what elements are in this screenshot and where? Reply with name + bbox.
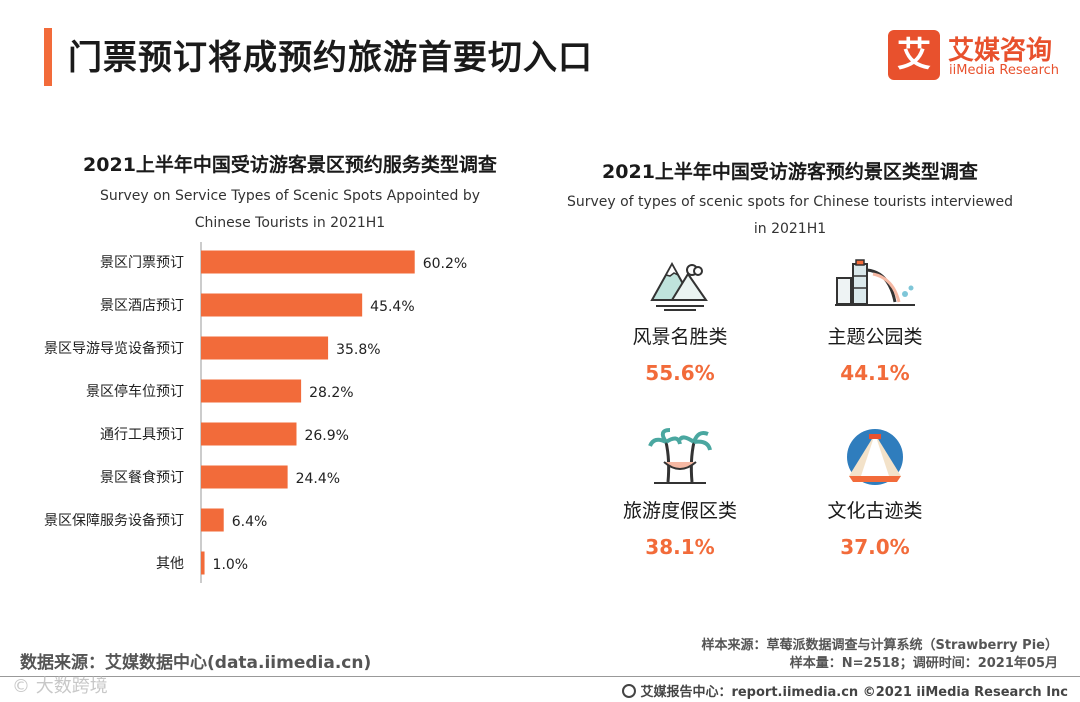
category-value: 37.0% [840,535,910,559]
footer-divider [0,676,1080,677]
category-name: 旅游度假区类 [622,500,737,522]
bar-0 [201,250,415,274]
value-label-4: 26.9% [304,428,348,444]
category-resort: 旅游度假区类 38.1% [585,428,775,559]
globe-icon [622,684,637,698]
category-value: 55.6% [645,361,715,385]
category-label-3: 景区停车位预订 [86,383,184,400]
page-title: 门票预订将成预约旅游首要切入口 [68,38,593,78]
category-label-7: 其他 [156,556,184,572]
logo-en-text: iiMedia Research [949,63,1060,78]
palm-resort-icon [648,428,712,484]
value-label-6: 6.4% [232,514,268,530]
sample-source: 样本来源：草莓派数据调查与计算系统（Strawberry Pie） [701,638,1058,653]
category-heritage: 文化古迹类 37.0% [780,428,970,559]
right-panel-subtitle: Survey of types of scenic spots for Chin… [560,189,1020,243]
category-name: 风景名胜类 [632,326,728,348]
category-value: 44.1% [840,361,910,385]
category-label-2: 景区导游导览设备预订 [44,340,184,357]
value-label-1: 45.4% [370,299,414,315]
watermark: © 大数跨境 [12,676,108,697]
category-label-6: 景区保障服务设备预订 [44,512,184,529]
category-theme-park: 主题公园类 44.1% [780,256,970,385]
data-source: 数据来源：艾媒数据中心(data.iimedia.cn) [20,653,372,673]
bar-3 [201,379,302,403]
iimedia-logo: 艾 艾媒咨询 iiMedia Research [888,30,1068,82]
value-label-7: 1.0% [213,557,249,573]
category-label-1: 景区酒店预订 [100,298,184,314]
theme-park-icon [835,259,915,306]
right-subtitle-line1: Survey of types of scenic spots for Chin… [566,194,1014,210]
bar-6 [201,508,224,532]
bar-7 [201,551,205,575]
left-subtitle-line2: Chinese Tourists in 2021H1 [194,215,386,231]
logo-mark: 艾 [888,30,940,80]
value-label-2: 35.8% [336,342,380,358]
title-accent-bar [44,28,52,86]
right-subtitle-line2: in 2021H1 [753,221,827,237]
category-label-5: 景区餐食预订 [100,469,184,486]
logo-cn-text: 艾媒咨询 [948,36,1053,66]
pyramid-heritage-icon [847,429,903,485]
category-label-4: 通行工具预订 [100,427,184,443]
value-label-5: 24.4% [296,471,340,487]
category-name: 主题公园类 [827,326,923,348]
bar-5 [201,465,288,489]
bar-4 [201,422,297,446]
mountain-landscape-icon [650,261,708,311]
sample-size: 样本量：N=2518；调研时间：2021年05月 [789,656,1058,671]
right-panel-title: 2021上半年中国受访游客预约景区类型调查 [602,161,978,183]
left-chart-title: 2021上半年中国受访游客景区预约服务类型调查 [83,154,497,176]
left-chart-subtitle: Survey on Service Types of Scenic Spots … [40,183,540,237]
sample-info: 样本来源：草莓派数据调查与计算系统（Strawberry Pie） 样本量：N=… [701,637,1058,673]
service-type-bar-chart: 景区门票预订 60.2% 景区酒店预订 45.4% 景区导游导览设备预订 35.8% 景区停… [44,242,467,583]
category-name: 文化古迹类 [827,500,923,522]
category-value: 38.1% [645,535,715,559]
value-label-0: 60.2% [423,256,467,272]
report-center: 艾媒报告中心：report.iimedia.cn ©2021 iiMedia R… [622,681,1068,700]
value-label-3: 28.2% [309,385,353,401]
bar-1 [201,293,363,317]
left-subtitle-line1: Survey on Service Types of Scenic Spots … [99,188,481,204]
category-scenic: 风景名胜类 55.6% [585,256,775,385]
bar-2 [201,336,329,360]
report-center-text: 艾媒报告中心：report.iimedia.cn ©2021 iiMedia R… [640,685,1068,700]
category-label-0: 景区门票预订 [100,255,184,271]
